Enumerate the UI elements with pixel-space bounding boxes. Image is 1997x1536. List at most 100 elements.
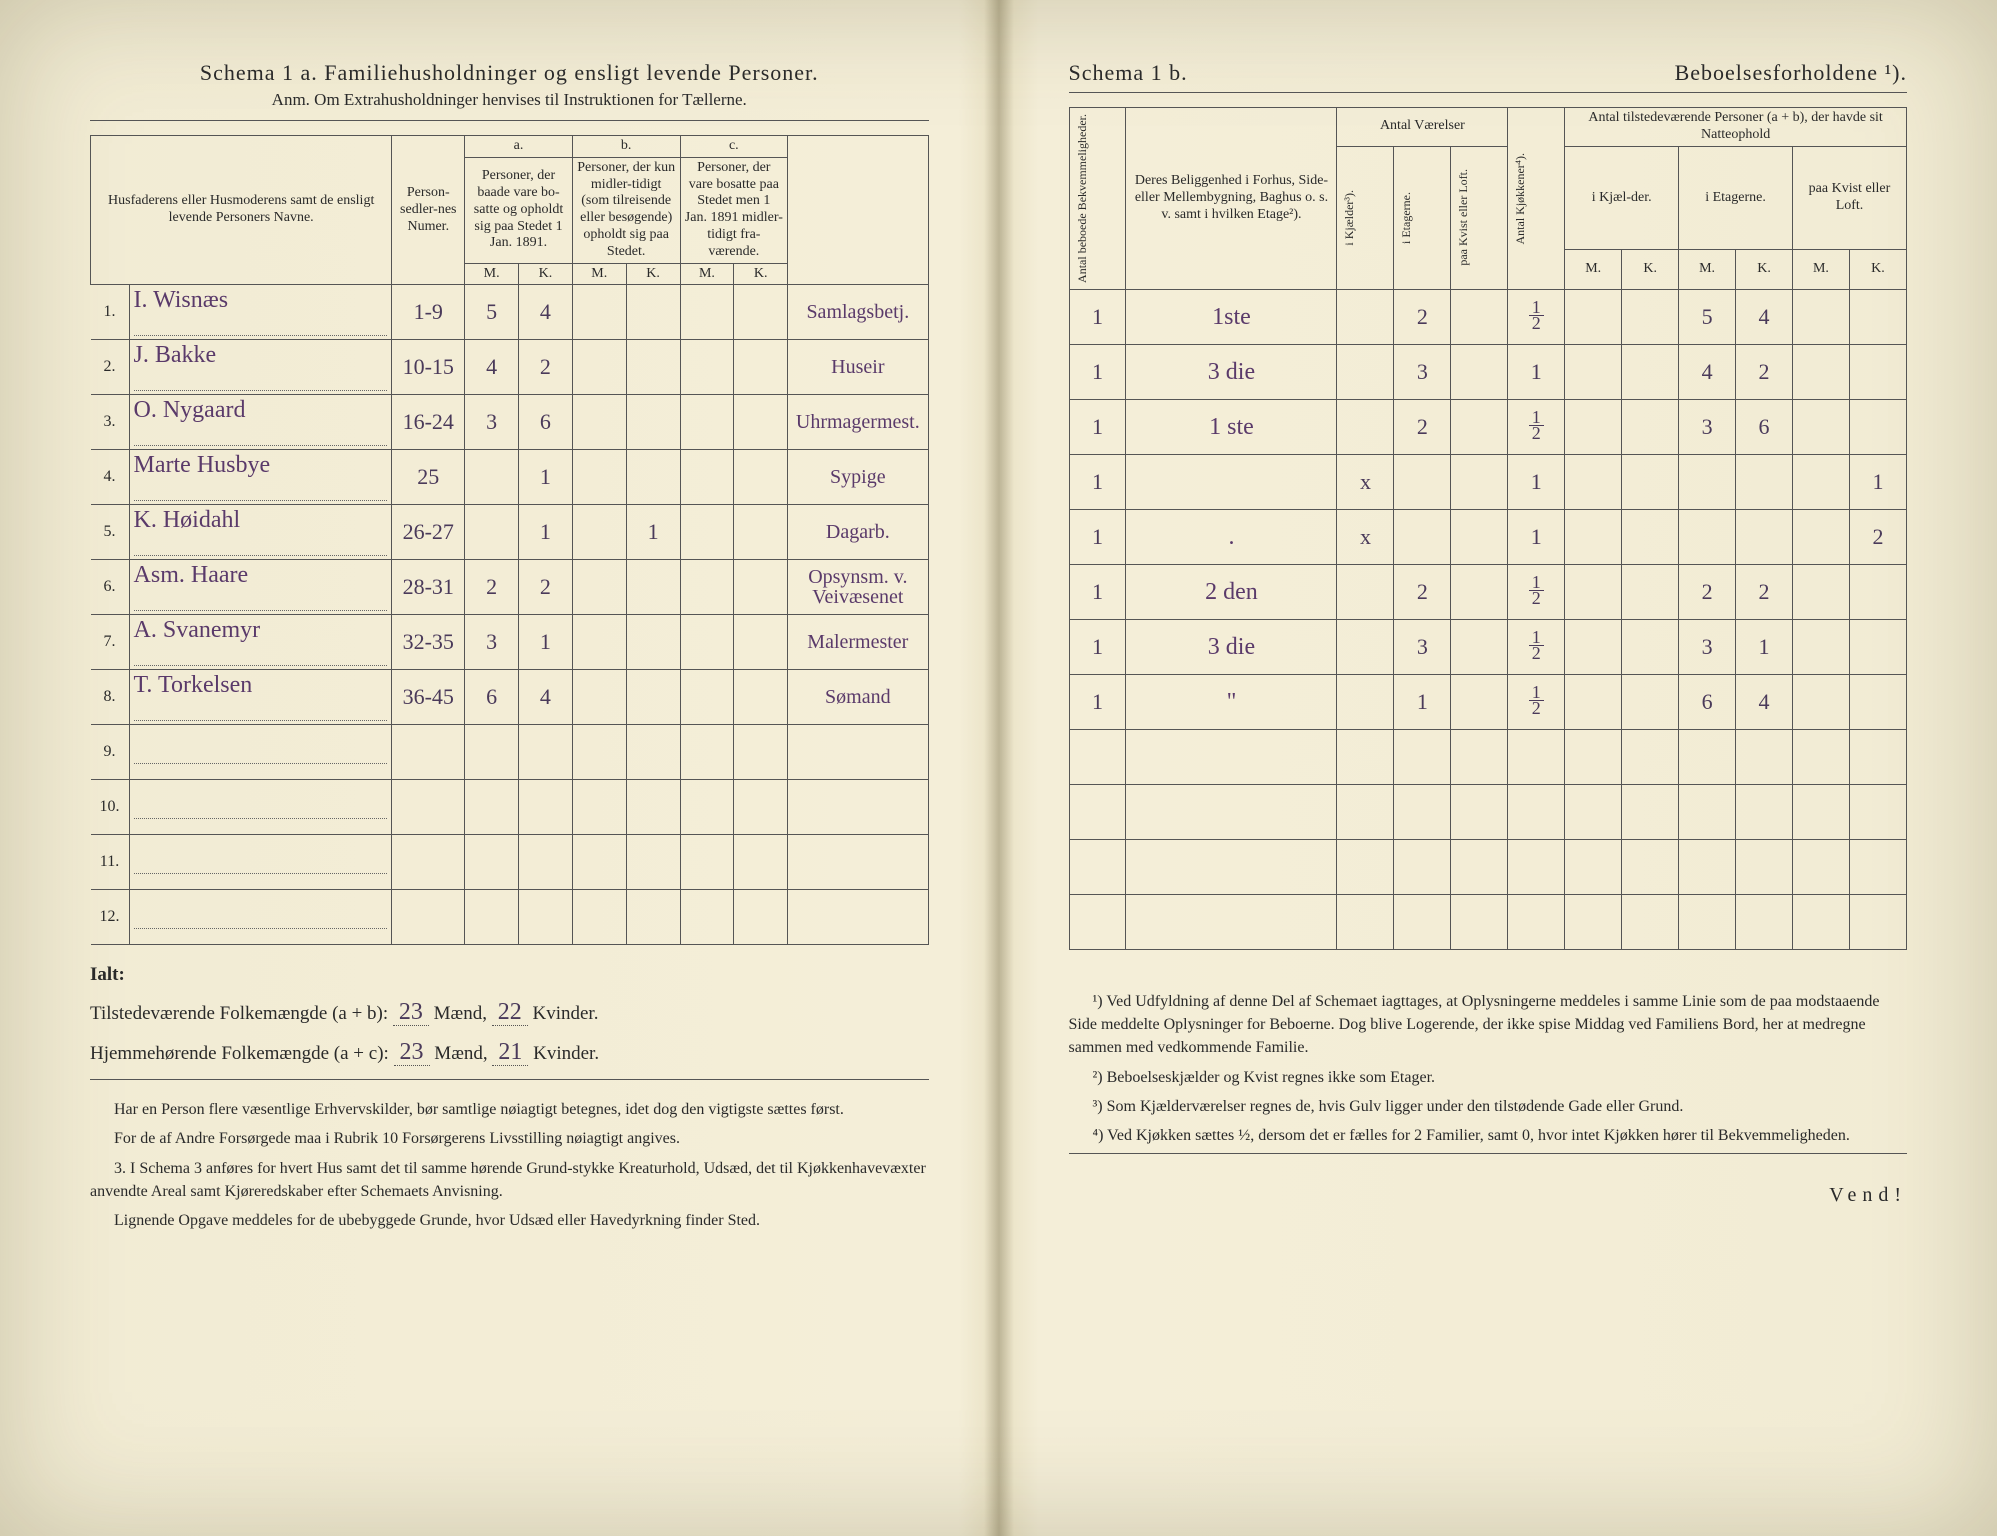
- kvm-val: [1792, 894, 1849, 949]
- belig-val: .: [1126, 509, 1337, 564]
- divider-2: [90, 1079, 929, 1080]
- c-m-val: [680, 395, 734, 450]
- ialt-label: Ialt:: [90, 964, 125, 985]
- c-m-val: [680, 615, 734, 670]
- kjokken-val: 1: [1508, 344, 1565, 399]
- b-k-val: [626, 725, 680, 780]
- kvk-val: 1: [1849, 454, 1906, 509]
- kjokken-val: 1: [1508, 454, 1565, 509]
- kvk-val: [1849, 399, 1906, 454]
- table-row: 1x11: [1069, 454, 1907, 509]
- maend-unit: Mænd,: [434, 1003, 487, 1024]
- a-k-val: [519, 890, 573, 945]
- schema-1b-title: Schema 1 b. Beboelsesforholdene ¹).: [1069, 60, 1908, 86]
- footnotes-right: ¹) Ved Udfyldning af denne Del af Schema…: [1069, 990, 1908, 1147]
- kvinder-unit: Kvinder.: [532, 1003, 598, 1024]
- kvist-val: [1451, 729, 1508, 784]
- a-k-val: [519, 835, 573, 890]
- table-row: 12 den21222: [1069, 564, 1907, 619]
- belig-val: ": [1126, 674, 1337, 729]
- etage-val: [1394, 784, 1451, 839]
- kvm-val: [1792, 564, 1849, 619]
- c-k-val: [734, 670, 788, 725]
- col-a-label: a.: [465, 136, 573, 158]
- c-k-val: [734, 560, 788, 615]
- kjm-val: [1565, 289, 1622, 344]
- belig-val: 1ste: [1126, 289, 1337, 344]
- a-k-val: [519, 780, 573, 835]
- etk-val: [1736, 454, 1793, 509]
- kjm-val: [1565, 839, 1622, 894]
- personsedler: 16-24: [392, 395, 465, 450]
- etm-val: [1679, 509, 1736, 564]
- etk-val: 6: [1736, 399, 1793, 454]
- b-k-val: [626, 780, 680, 835]
- personsedler: [392, 835, 465, 890]
- bekv-val: 1: [1069, 344, 1126, 399]
- table-row: 7.A. Svanemyr32-3531Malermester: [91, 615, 929, 670]
- kvist-val: [1451, 839, 1508, 894]
- maend-unit-2: Mænd,: [434, 1043, 487, 1064]
- kjm-val: [1565, 344, 1622, 399]
- c-k-val: [734, 395, 788, 450]
- table-1a-body: 1.I. Wisnæs1-954Samlagsbetj.2.J. Bakke10…: [91, 285, 929, 945]
- c-k-val: [734, 340, 788, 395]
- belig-val: [1126, 839, 1337, 894]
- table-row: 1.I. Wisnæs1-954Samlagsbetj.: [91, 285, 929, 340]
- etk-val: 2: [1736, 344, 1793, 399]
- kjm-val: [1565, 784, 1622, 839]
- table-row: [1069, 894, 1907, 949]
- kj-k: K.: [1622, 250, 1679, 290]
- occupation: [788, 835, 928, 890]
- schema-1a-title: Schema 1 a. Familiehusholdninger og ensl…: [90, 60, 929, 86]
- kvm-val: [1792, 399, 1849, 454]
- belig-val: [1126, 454, 1337, 509]
- c-k-val: [734, 835, 788, 890]
- kvist-val: [1451, 344, 1508, 399]
- col-bekv: Antal beboede Bekvemmeligheder.: [1069, 108, 1126, 290]
- kjaelder-val: [1337, 619, 1394, 674]
- person-name: J. Bakke: [129, 340, 392, 395]
- c-k-val: [734, 615, 788, 670]
- divider: [90, 120, 929, 121]
- a-m-val: [465, 725, 519, 780]
- table-row: 11.: [91, 835, 929, 890]
- c-k-val: [734, 780, 788, 835]
- personsedler: 1-9: [392, 285, 465, 340]
- table-row: 8.T. Torkelsen36-4564Sømand: [91, 670, 929, 725]
- etage-val: [1394, 729, 1451, 784]
- person-name: K. Høidahl: [129, 505, 392, 560]
- b-m-val: [572, 615, 626, 670]
- etage-val: 2: [1394, 564, 1451, 619]
- belig-val: 1 ste: [1126, 399, 1337, 454]
- row-number: 3.: [91, 395, 130, 450]
- kjm-val: [1565, 674, 1622, 729]
- row-number: 6.: [91, 560, 130, 615]
- col-ikjaeld: i Kjælder³).: [1337, 146, 1394, 289]
- footnote-line: 3. I Schema 3 anføres for hvert Hus samt…: [90, 1157, 929, 1203]
- kjk-val: [1622, 839, 1679, 894]
- b-k-val: [626, 560, 680, 615]
- col-tilstede: Antal tilstedeværende Personer (a + b), …: [1565, 108, 1907, 147]
- kvk-val: [1849, 839, 1906, 894]
- kvm-val: [1792, 839, 1849, 894]
- b-m-val: [572, 835, 626, 890]
- left-page: Schema 1 a. Familiehusholdninger og ensl…: [0, 0, 999, 1536]
- c-k-val: [734, 505, 788, 560]
- kjaelder-val: [1337, 839, 1394, 894]
- table-1a-head: Husfaderens eller Husmoderens samt de en…: [91, 136, 929, 285]
- table-row: 11ste21254: [1069, 289, 1907, 344]
- b-m-val: [572, 395, 626, 450]
- row-number: 9.: [91, 725, 130, 780]
- table-1b-head: Antal beboede Bekvemmeligheder. Deres Be…: [1069, 108, 1907, 290]
- personsedler: 10-15: [392, 340, 465, 395]
- occupation: Samlagsbetj.: [788, 285, 928, 340]
- personsedler: 26-27: [392, 505, 465, 560]
- kjaelder-val: [1337, 894, 1394, 949]
- table-row: [1069, 784, 1907, 839]
- etk-val: 1: [1736, 619, 1793, 674]
- etk-val: 4: [1736, 674, 1793, 729]
- a-m-val: 3: [465, 615, 519, 670]
- document-spread: Schema 1 a. Familiehusholdninger og ensl…: [0, 0, 1997, 1536]
- schema-1b-label: Schema 1 b.: [1069, 60, 1188, 86]
